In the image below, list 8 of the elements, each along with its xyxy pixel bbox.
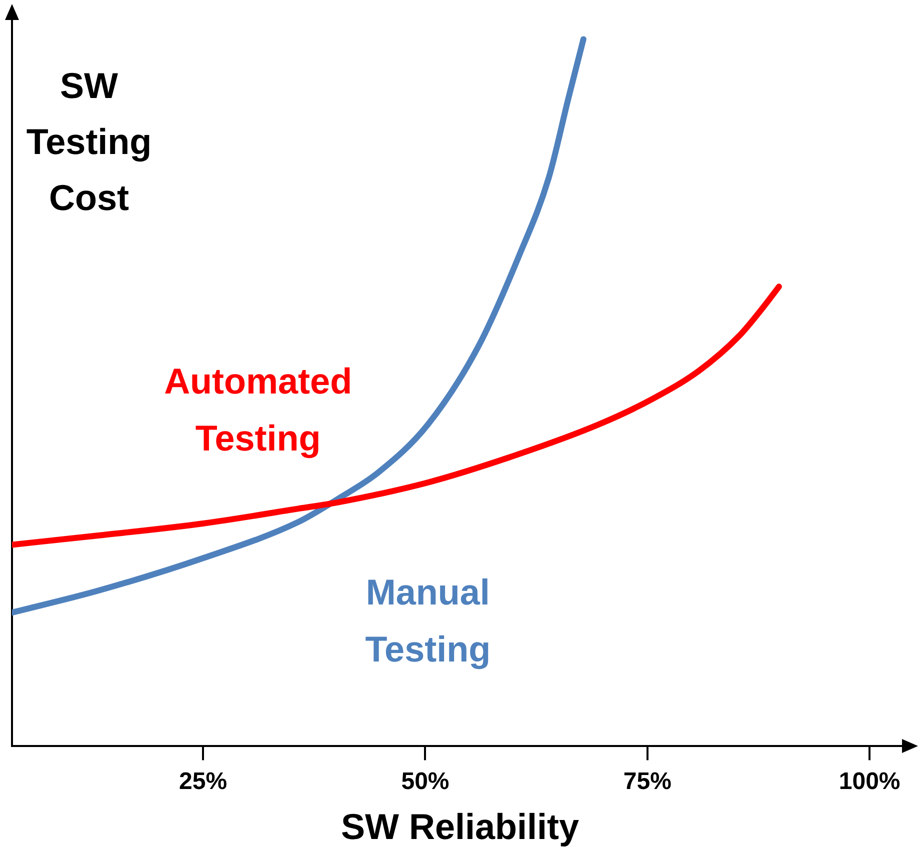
text: Manual Testing [365,572,491,670]
x-tick-label: 25% [179,768,228,796]
y-axis-title: SW Testing Cost [25,64,153,220]
x-tick-label: 75% [623,768,672,796]
x-tick-label: 100% [838,768,900,796]
series-label: Automated Testing [164,360,352,458]
x-tick-label: 50% [401,768,450,796]
x-axis-title: SW Reliability [340,806,580,848]
